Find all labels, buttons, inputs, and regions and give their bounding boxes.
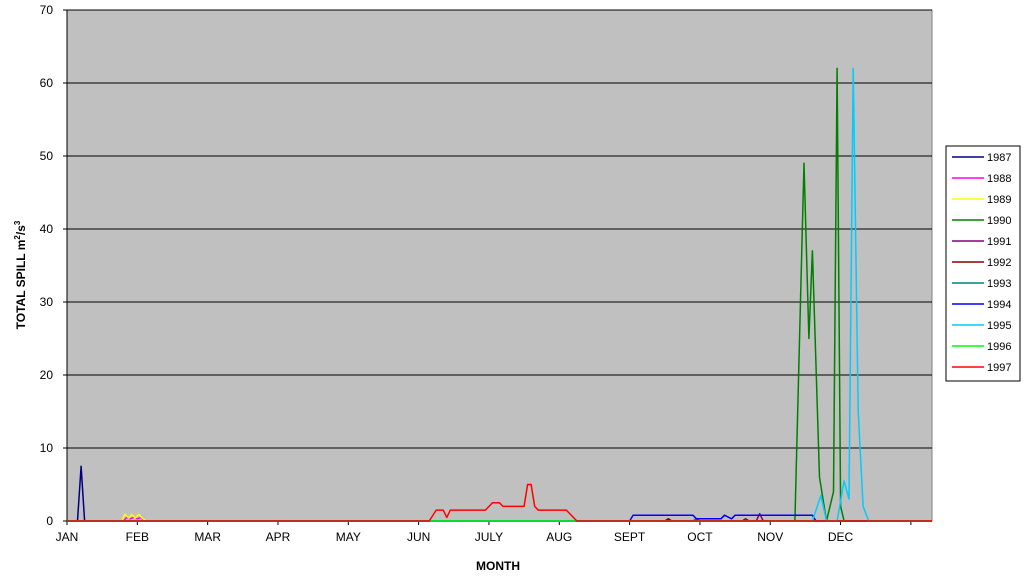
- x-tick-label-sept: SEPT: [614, 530, 646, 544]
- x-tick-label-july: JULY: [475, 530, 503, 544]
- x-tick-label-oct: OCT: [687, 530, 713, 544]
- legend-label-1997: 1997: [987, 362, 1011, 374]
- x-tick-label-may: MAY: [336, 530, 361, 544]
- y-tick-label-70: 70: [40, 3, 54, 17]
- y-tick-label-30: 30: [40, 295, 54, 309]
- y-axis-title-mid: /s: [14, 225, 28, 235]
- y-tick-label-10: 10: [40, 441, 54, 455]
- legend-label-1995: 1995: [987, 320, 1011, 332]
- series-group: [67, 67, 932, 522]
- legend-label-1994: 1994: [987, 299, 1011, 311]
- legend: 1987 1988 1989 1990 1991 1992 1993 1994 1995 1996…: [945, 145, 1021, 382]
- legend-label-1992: 1992: [987, 257, 1011, 269]
- legend-label-1996: 1996: [987, 341, 1011, 353]
- legend-label-1990: 1990: [987, 215, 1011, 227]
- y-tick-label-60: 60: [40, 76, 54, 90]
- x-tick-label-mar: MAR: [194, 530, 221, 544]
- legend-label-1988: 1988: [987, 173, 1011, 185]
- y-tick-label-20: 20: [40, 368, 54, 382]
- series-line-1995: [67, 67, 932, 522]
- legend-label-1993: 1993: [987, 278, 1011, 290]
- x-axis-title: MONTH: [476, 559, 520, 573]
- y-axis-title-sup1: 2: [13, 235, 22, 240]
- y-axis-title-sup2: 3: [13, 220, 22, 225]
- plot-background: [66, 9, 933, 522]
- x-tick-label-feb: FEB: [126, 530, 149, 544]
- plot-area: [66, 9, 933, 522]
- y-tick-label-40: 40: [40, 222, 54, 236]
- y-tick-label-50: 50: [40, 149, 54, 163]
- legend-label-1991: 1991: [987, 236, 1011, 248]
- x-tick-label-apr: APR: [266, 530, 291, 544]
- y-axis-title: TOTAL SPILL m2/s3: [13, 220, 28, 329]
- y-axis-title-main: TOTAL SPILL m: [14, 240, 28, 330]
- series-line-1997: [67, 483, 932, 522]
- x-tick-label-dec: DEC: [828, 530, 854, 544]
- legend-box: [945, 145, 1021, 382]
- y-tick-label-0: 0: [46, 514, 53, 528]
- series-line-1989: [67, 513, 932, 522]
- x-tick-label-aug: AUG: [546, 530, 572, 544]
- legend-label-1989: 1989: [987, 194, 1011, 206]
- x-tick-label-nov: NOV: [757, 530, 783, 544]
- x-tick-label-jun: JUN: [407, 530, 430, 544]
- legend-label-1987: 1987: [987, 152, 1011, 164]
- series-line-1994: [67, 514, 932, 522]
- x-tick-label-jan: JAN: [56, 530, 79, 544]
